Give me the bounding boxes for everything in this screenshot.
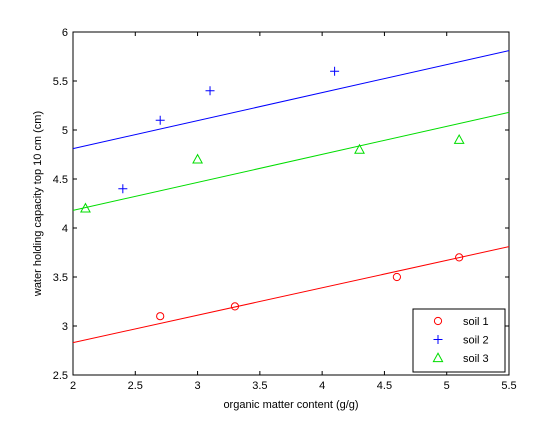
- x-tick-label: 4.5: [377, 380, 392, 392]
- x-tick-label: 2.5: [128, 380, 143, 392]
- x-axis-label: organic matter content (g/g): [223, 399, 358, 411]
- x-tick-label: 3.5: [252, 380, 267, 392]
- x-tick-label: 5.5: [501, 380, 516, 392]
- x-tick-label: 4: [319, 380, 325, 392]
- x-tick-label: 3: [195, 380, 201, 392]
- y-tick-label: 2.5: [53, 370, 68, 382]
- x-tick-label: 5: [444, 380, 450, 392]
- legend-label: soil 3: [463, 353, 489, 365]
- y-tick-label: 4: [62, 223, 68, 235]
- y-tick-label: 6: [62, 27, 68, 39]
- y-tick-label: 5.5: [53, 76, 68, 88]
- y-tick-label: 5: [62, 125, 68, 137]
- y-tick-label: 4.5: [53, 174, 68, 186]
- y-tick-label: 3.5: [53, 272, 68, 284]
- x-tick-label: 2: [70, 380, 76, 392]
- legend-label: soil 2: [463, 335, 489, 347]
- legend-box: [413, 309, 505, 372]
- legend: soil 1 soil 2 soil 3: [413, 309, 505, 372]
- y-axis-label: water holding capacity top 10 cm (cm): [32, 111, 44, 297]
- legend-label: soil 1: [463, 316, 489, 328]
- y-tick-label: 3: [62, 321, 68, 333]
